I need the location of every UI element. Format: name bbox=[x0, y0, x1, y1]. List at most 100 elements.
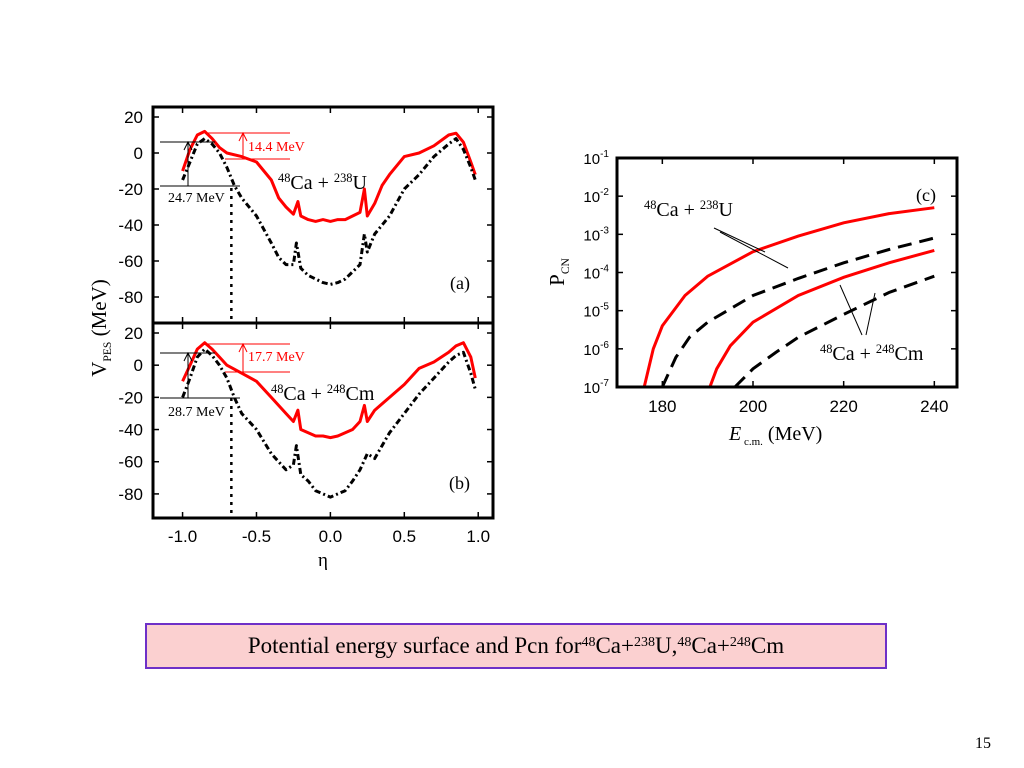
panel-c-pointer-lower bbox=[839, 284, 863, 336]
panel-c-label-upper-part: 238 bbox=[700, 198, 719, 212]
panel-ab-ylabel-part: PES bbox=[102, 342, 114, 362]
panel-a-reaction-label: 48Ca + 238U bbox=[278, 171, 367, 194]
panel-b-reaction-label: 48Ca + 248Cm bbox=[271, 382, 375, 405]
panel-c-xtick-label: 180 bbox=[648, 397, 676, 416]
panel-a-reaction-label-part: U bbox=[352, 172, 367, 194]
panel-c-ytick-label: 10-6 bbox=[583, 340, 609, 359]
panel-a-red-arrowhead bbox=[238, 131, 248, 142]
panel-c-ytick-label: 10-5 bbox=[583, 302, 609, 321]
panel-a-black-annotation: 24.7 MeV bbox=[168, 191, 225, 206]
panel-c-ylabel-part: CN bbox=[560, 257, 572, 274]
panel-c-ytick-label: 10-3 bbox=[583, 225, 609, 244]
panel-b-xtick-label: 0.0 bbox=[319, 527, 343, 546]
panel-b-xtick-label: -1.0 bbox=[168, 527, 197, 546]
panel-ab-ylabel-part: V bbox=[87, 362, 111, 377]
panel-c-ytick-exp: -3 bbox=[600, 225, 609, 236]
panel-c-ytick-base: 10 bbox=[583, 151, 600, 168]
panel-c-curve-2 bbox=[660, 236, 935, 388]
panel-a-black-curve bbox=[181, 137, 477, 286]
panel-c-xlabel: E c.m. (MeV) bbox=[728, 423, 822, 448]
caption-el3: Ca+ bbox=[691, 633, 730, 658]
caption-box: Potential energy surface and Pcn for 48 C… bbox=[145, 623, 887, 669]
panel-a-reaction-label-part: Ca + bbox=[290, 172, 334, 194]
panel-b-xtick-label: 1.0 bbox=[466, 527, 490, 546]
panel-c-label-lower-part: 248 bbox=[876, 342, 895, 356]
panel-c-ytick-label: 10-7 bbox=[583, 378, 609, 397]
panel-c-xtick-label: 240 bbox=[920, 397, 948, 416]
panel-a-red-curve bbox=[181, 129, 477, 223]
panel-c-xtick-label: 200 bbox=[739, 397, 767, 416]
panel-c-curve-4 bbox=[733, 274, 935, 389]
panel-c-ytick-label: 10-4 bbox=[583, 264, 609, 283]
panel-b-reaction-label-part: 248 bbox=[327, 382, 346, 396]
panel-c-label-lower-part: 48 bbox=[820, 342, 832, 356]
panel-b-black-arrowhead bbox=[183, 351, 193, 362]
panel-c-pointer-upper bbox=[719, 231, 789, 269]
panel-c-pointer-lower bbox=[865, 292, 876, 336]
panel-b-reaction-label-part: Ca + bbox=[283, 383, 327, 405]
panel-c-curve-1 bbox=[642, 206, 935, 388]
panel-b-black-annotation: 28.7 MeV bbox=[168, 405, 225, 420]
panel-a-ytick-label: 20 bbox=[124, 108, 143, 127]
panel-c-ytick-base: 10 bbox=[583, 304, 600, 321]
panel-c-label-lower-part: Cm bbox=[894, 343, 923, 365]
panel-b-black-curve bbox=[181, 347, 477, 499]
panel-c-ylabel: PCN bbox=[545, 257, 572, 285]
panel-c-ytick-exp: -7 bbox=[600, 378, 609, 389]
panel-c-ylabel-part: P bbox=[545, 274, 569, 286]
panel-c-ytick-exp: -4 bbox=[600, 264, 609, 275]
panel-a-reaction-label-part: 48 bbox=[278, 171, 290, 185]
caption-iso1: 48 bbox=[581, 635, 596, 650]
panel-ab-ylabel: VPES (MeV) bbox=[87, 279, 114, 376]
page-number: 15 bbox=[975, 735, 991, 752]
panel-b-ytick-label: -60 bbox=[118, 453, 143, 472]
panel-c-frame bbox=[615, 156, 959, 389]
panel-c-ytick-base: 10 bbox=[583, 380, 600, 397]
panel-c-ytick-label: 10-1 bbox=[583, 149, 609, 168]
panel-c-ytick-exp: -5 bbox=[600, 302, 609, 313]
panel-c-ytick-label: 10-2 bbox=[583, 187, 609, 206]
panel-b-xtick-label: -0.5 bbox=[242, 527, 271, 546]
panel-a-reaction-label-part: 238 bbox=[334, 171, 353, 185]
panel-b-reaction-label-part: 48 bbox=[271, 382, 283, 396]
panel-b-red-annotation: 17.7 MeV bbox=[248, 350, 305, 365]
panel-b-frame bbox=[151, 321, 495, 520]
panel-a-ytick-label: -80 bbox=[118, 288, 143, 307]
panel-c-xlabel-part: c.m. bbox=[741, 436, 763, 448]
panel-b-red-curve bbox=[181, 341, 477, 440]
panel-c-ytick-exp: -6 bbox=[600, 340, 609, 351]
panel-a-red-annotation: 14.4 MeV bbox=[248, 140, 305, 155]
panel-b-xtick-label: 0.5 bbox=[392, 527, 416, 546]
panel-b-ytick-label: 0 bbox=[134, 356, 143, 375]
panel-c-pointer-upper bbox=[713, 227, 766, 253]
panel-a-ytick-label: 0 bbox=[134, 144, 143, 163]
panel-c-label-lower: 48Ca + 248Cm bbox=[820, 342, 924, 365]
caption-el4: Cm bbox=[750, 633, 785, 658]
caption-iso2: 238 bbox=[634, 635, 655, 650]
caption-iso4: 248 bbox=[729, 635, 751, 650]
caption-text: Potential energy surface and Pcn for bbox=[247, 633, 582, 658]
panel-c-ytick-base: 10 bbox=[583, 342, 600, 359]
panel-a-ytick-label: -60 bbox=[118, 252, 143, 271]
panel-b-ytick-label: -40 bbox=[118, 421, 143, 440]
caption-iso3: 48 bbox=[677, 635, 692, 650]
panel-b-reaction-label-part: Cm bbox=[345, 383, 374, 405]
panel-c-label-upper-part: U bbox=[718, 199, 733, 221]
panel-c-ytick-base: 10 bbox=[583, 227, 600, 244]
panel-c-ytick-base: 10 bbox=[583, 266, 600, 283]
panel-b-red-arrowhead bbox=[238, 342, 248, 353]
caption-el1: Ca+ bbox=[595, 633, 634, 658]
panel-ab-ylabel-part: (MeV) bbox=[87, 279, 111, 341]
panel-a-black-arrowhead bbox=[183, 140, 193, 151]
panel-c-ytick-exp: -2 bbox=[600, 187, 609, 198]
panel-b-ytick-label: 20 bbox=[124, 324, 143, 343]
panel-c-label-lower-part: Ca + bbox=[832, 343, 876, 365]
panel-b-panel-label: (b) bbox=[449, 473, 470, 494]
panel-a-panel-label: (a) bbox=[450, 273, 470, 294]
panel-c-label-upper-part: Ca + bbox=[656, 199, 700, 221]
panel-c-ytick-exp: -1 bbox=[600, 149, 609, 160]
panel-a-ytick-label: -20 bbox=[118, 180, 143, 199]
caption-el2: U, bbox=[655, 633, 678, 658]
panel-b-ytick-label: -80 bbox=[118, 485, 143, 504]
